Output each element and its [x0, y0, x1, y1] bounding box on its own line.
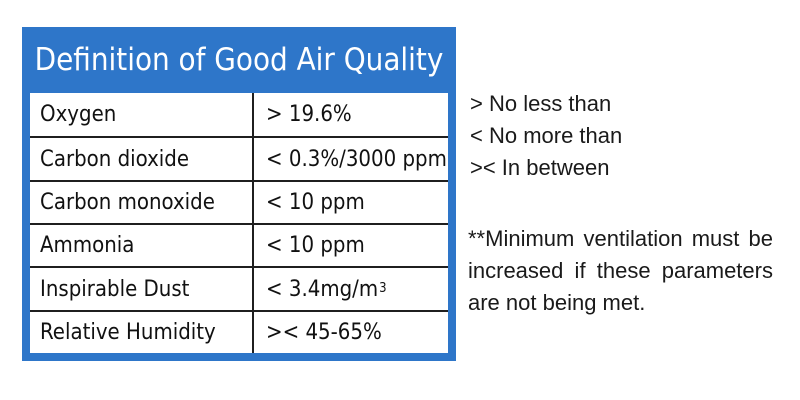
parameter-cell: Relative Humidity [40, 320, 216, 345]
legend-item: < No more than [470, 123, 623, 148]
table-title: Definition of Good Air Quality [34, 42, 444, 78]
table-row: Relative Humidity >< 45-65% [30, 310, 448, 353]
parameter-cell: Oxygen [40, 102, 117, 127]
value-cell: < 10 ppm [266, 190, 365, 215]
table-row: Carbon dioxide < 0.3%/3000 ppm [30, 136, 448, 180]
table-row: Carbon monoxide < 10 ppm [30, 180, 448, 223]
value-cell: < 10 ppm [266, 233, 365, 258]
table-row: Oxygen > 19.6% [30, 93, 448, 136]
symbol-legend: > No less than < No more than >< In betw… [470, 88, 622, 184]
air-quality-table: Definition of Good Air Quality Oxygen > … [22, 27, 456, 361]
ventilation-note: **Minimum ventilation must be increased … [468, 226, 773, 315]
value-cell: >< 45-65% [266, 320, 382, 345]
parameter-cell: Carbon monoxide [40, 190, 215, 215]
legend-item: > No less than [470, 91, 612, 116]
value-cell: > 19.6% [266, 102, 352, 127]
parameter-cell: Carbon dioxide [40, 146, 190, 172]
legend-item: >< In between [470, 155, 610, 180]
table-row: Ammonia < 10 ppm [30, 223, 448, 266]
value-text: < 3.4mg/m [266, 276, 379, 302]
parameter-cell: Inspirable Dust [40, 276, 190, 302]
parameter-cell: Ammonia [40, 233, 135, 258]
table-row: Inspirable Dust < 3.4mg/m 3 [30, 266, 448, 310]
value-cell: < 3.4mg/m 3 [266, 276, 387, 302]
table-body: Oxygen > 19.6% Carbon dioxide < 0.3%/300… [30, 93, 448, 353]
value-cell: < 0.3%/3000 ppm [266, 146, 447, 172]
